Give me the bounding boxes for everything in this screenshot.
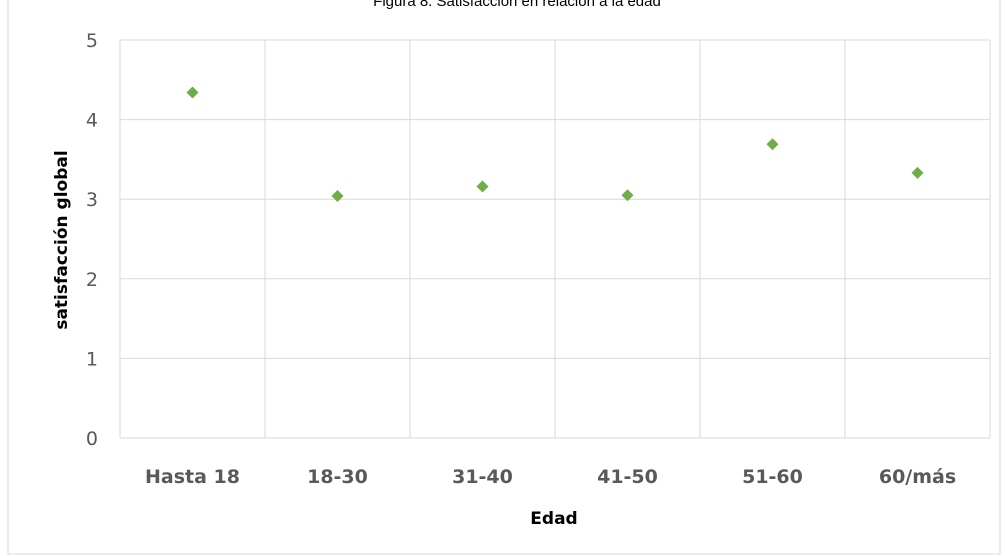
y-axis-title: satisfacción global bbox=[52, 150, 72, 329]
data-point-diamond bbox=[186, 86, 199, 99]
x-tick-label: 18-30 bbox=[307, 466, 368, 488]
x-tick-label: Hasta 18 bbox=[145, 466, 240, 488]
y-tick-label: 4 bbox=[86, 110, 98, 132]
chart-title: Figura 8. Satisfacción en relación a la … bbox=[373, 0, 661, 10]
x-tick-labels: Hasta 18 18-30 31-40 41-50 51-60 60/más bbox=[145, 466, 956, 488]
gridlines bbox=[119, 39, 991, 438]
y-tick-label: 2 bbox=[86, 269, 98, 291]
y-tick-label: 3 bbox=[86, 189, 98, 211]
y-tick-label: 5 bbox=[86, 30, 98, 52]
data-point-diamond bbox=[911, 166, 924, 179]
x-tick-label: 31-40 bbox=[452, 466, 513, 488]
x-tick-label: 60/más bbox=[879, 466, 956, 488]
chart-frame bbox=[7, 0, 1001, 555]
x-axis-title: Edad bbox=[530, 509, 577, 529]
data-point-diamond bbox=[766, 138, 779, 151]
y-tick-labels: 0 1 2 3 4 5 bbox=[86, 30, 98, 450]
x-tick-label: 51-60 bbox=[742, 466, 803, 488]
data-points bbox=[186, 86, 924, 203]
data-point-diamond bbox=[476, 180, 489, 193]
y-tick-label: 0 bbox=[86, 428, 98, 450]
x-tick-label: 41-50 bbox=[597, 466, 658, 488]
data-point-diamond bbox=[331, 190, 344, 203]
y-tick-label: 1 bbox=[86, 348, 98, 370]
data-point-diamond bbox=[621, 189, 634, 202]
